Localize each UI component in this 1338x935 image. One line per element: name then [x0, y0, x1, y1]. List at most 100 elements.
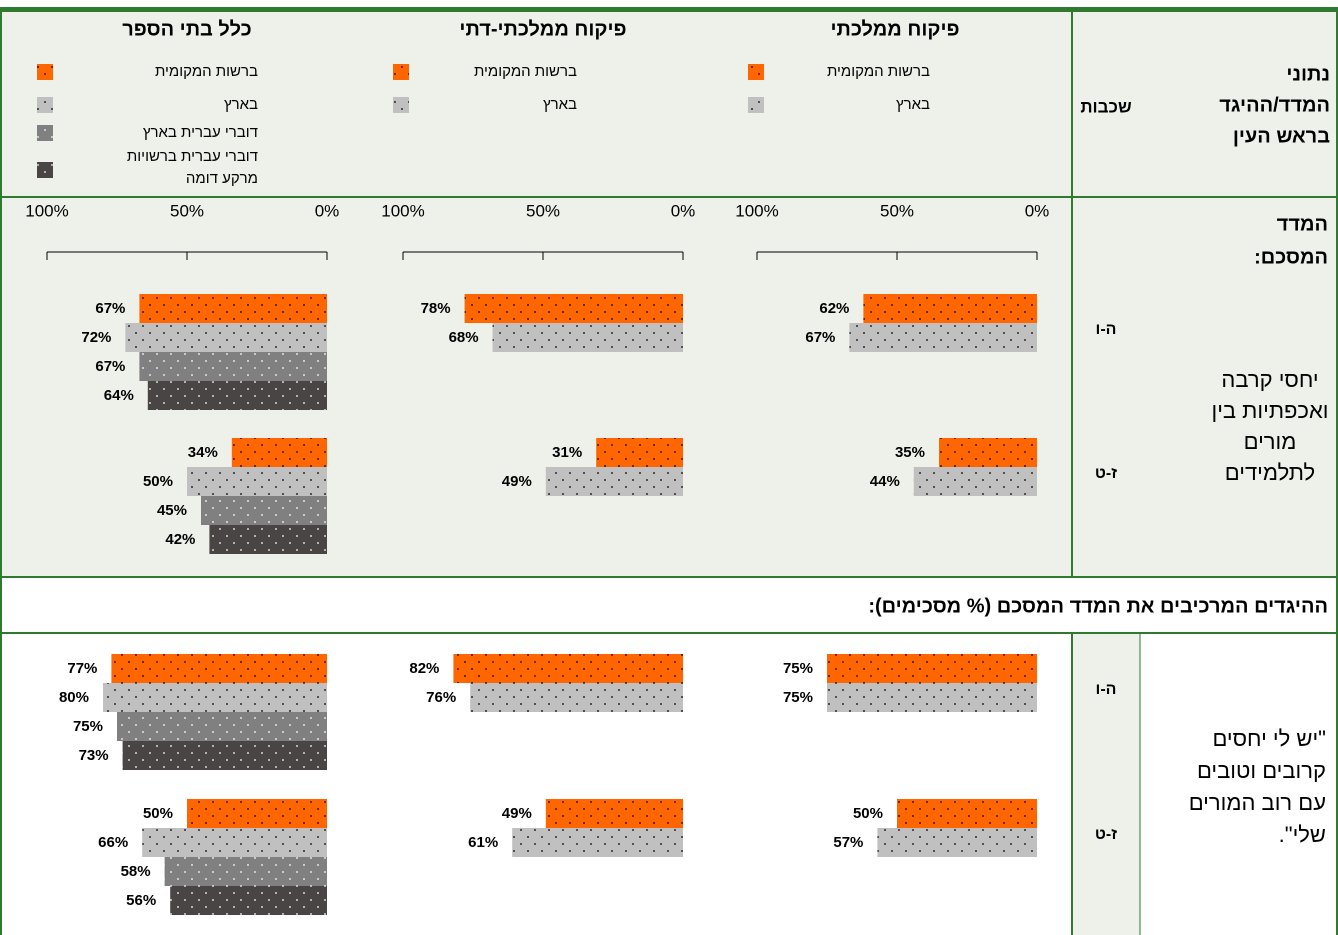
bar: [164, 857, 327, 886]
value-label: 67%: [805, 329, 835, 346]
value-label: 50%: [143, 473, 173, 490]
bar: [170, 886, 327, 915]
value-label: 50%: [143, 805, 173, 822]
value-label: 66%: [98, 834, 128, 851]
bar: [492, 323, 683, 352]
bar: [470, 683, 683, 712]
item-grade-background: [1072, 633, 1140, 935]
bar: [209, 525, 327, 554]
tick-label: 0%: [671, 201, 696, 220]
value-label: 35%: [895, 444, 925, 461]
bar: [849, 323, 1037, 352]
value-label: 42%: [165, 531, 195, 548]
value-label: 82%: [409, 660, 439, 677]
bar: [827, 654, 1037, 683]
bar: [139, 352, 327, 381]
value-label: 61%: [468, 834, 498, 851]
bar: [512, 828, 683, 857]
value-label: 67%: [95, 358, 125, 375]
value-label: 80%: [59, 689, 89, 706]
legend-label: ברשות המקומית: [155, 63, 258, 80]
bar: [453, 654, 683, 683]
bar: [596, 438, 683, 467]
legend-label: דוברי עברית ברשויות: [127, 148, 258, 165]
bar: [147, 381, 327, 410]
item-text: "יש לי יחסים: [1212, 726, 1326, 751]
bar: [187, 467, 327, 496]
bar: [939, 438, 1037, 467]
value-label: 78%: [421, 300, 451, 317]
tick-label: 50%: [526, 201, 560, 220]
bar: [201, 496, 327, 525]
tick-label: 100%: [381, 201, 424, 220]
bar: [187, 799, 327, 828]
bar: [103, 683, 327, 712]
grade-label: ז-ט: [1095, 826, 1117, 843]
value-label: 75%: [783, 689, 813, 706]
value-label: 75%: [783, 660, 813, 677]
value-label: 56%: [126, 892, 156, 909]
panel-title: פיקוח ממלכתי: [830, 18, 959, 40]
summary-text: ואכפתיות בין: [1211, 398, 1328, 423]
header-title: המדד/ההיגד: [1219, 94, 1330, 116]
legend-label: ברשות המקומית: [827, 63, 930, 80]
value-label: 45%: [157, 502, 187, 519]
value-label: 77%: [67, 660, 97, 677]
summary-text: לתלמידים: [1225, 460, 1315, 485]
bar: [913, 467, 1037, 496]
value-label: 62%: [819, 300, 849, 317]
legend-label: דוברי עברית בארץ: [143, 124, 258, 141]
value-label: 68%: [449, 329, 479, 346]
tick-label: 100%: [25, 201, 68, 220]
value-label: 75%: [73, 718, 103, 735]
bar: [827, 683, 1037, 712]
value-label: 57%: [833, 834, 863, 851]
item-text: עם רוב המורים: [1189, 790, 1326, 815]
tick-label: 0%: [315, 201, 340, 220]
value-label: 67%: [95, 300, 125, 317]
legend-label: בארץ: [543, 96, 577, 113]
value-label: 50%: [853, 805, 883, 822]
tick-label: 100%: [735, 201, 778, 220]
legend-swatch: [748, 64, 764, 80]
legend-swatch: [393, 97, 409, 113]
grade-label: ה-ו: [1096, 321, 1117, 338]
value-label: 34%: [188, 444, 218, 461]
value-label: 58%: [121, 863, 151, 880]
heading-background: [0, 577, 1338, 633]
grade-label: ה-ו: [1096, 681, 1117, 698]
legend-swatch: [748, 97, 764, 113]
bar: [464, 294, 683, 323]
value-label: 64%: [104, 387, 134, 404]
grades-header: שכבות: [1080, 97, 1132, 116]
header-title: נתוני: [1286, 63, 1330, 85]
legend-swatch: [37, 64, 53, 80]
value-label: 72%: [81, 329, 111, 346]
value-label: 31%: [552, 444, 582, 461]
legend-swatch: [393, 64, 409, 80]
summary-title: המסכם:: [1254, 246, 1328, 268]
legend-swatch: [37, 162, 53, 178]
summary-text: מורים: [1244, 429, 1297, 454]
tick-label: 50%: [880, 201, 914, 220]
header-highlight: בראש העין: [1233, 125, 1330, 147]
legend-label: ברשות המקומית: [474, 63, 577, 80]
summary-title: המדד: [1277, 213, 1328, 235]
legend-swatch: [37, 97, 53, 113]
value-label: 49%: [502, 805, 532, 822]
bar: [231, 438, 327, 467]
top-border: [0, 7, 1338, 12]
item-text: קרובים וטובים: [1197, 758, 1326, 783]
bar: [897, 799, 1037, 828]
value-label: 76%: [426, 689, 456, 706]
legend-swatch: [37, 125, 53, 141]
grade-label: ז-ט: [1095, 465, 1117, 482]
panel-title: כלל בתי הספר: [122, 18, 252, 40]
summary-text: יחסי קרבה: [1221, 367, 1318, 392]
tick-label: 0%: [1025, 201, 1050, 220]
bar: [117, 712, 327, 741]
bar: [139, 294, 327, 323]
bar: [142, 828, 327, 857]
bar: [545, 799, 683, 828]
